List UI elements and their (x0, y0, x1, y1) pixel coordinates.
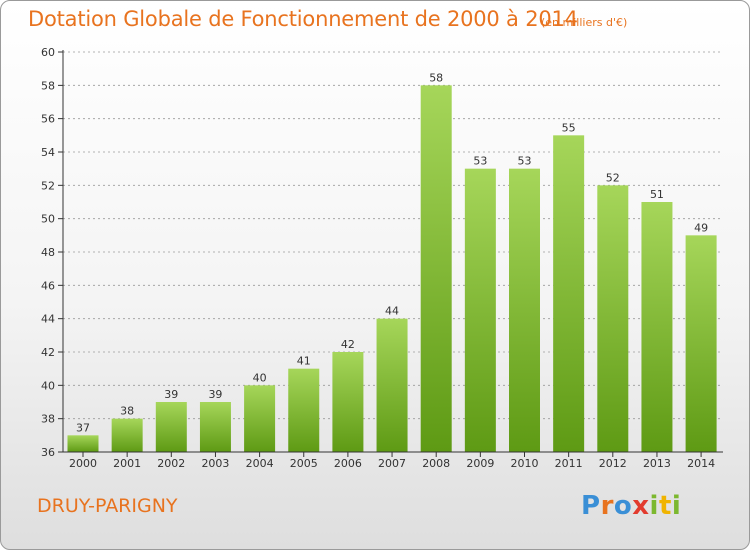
data-label: 39 (164, 388, 178, 401)
bar (553, 135, 585, 453)
y-tick-label: 48 (41, 246, 55, 259)
x-tick-label: 2002 (157, 457, 185, 470)
x-tick-label: 2003 (201, 457, 229, 470)
commune-name: DRUY-PARIGNY (37, 495, 178, 517)
y-tick-label: 50 (41, 213, 55, 226)
logo-letter: x (632, 491, 650, 521)
y-tick-label: 40 (41, 379, 55, 392)
x-tick-label: 2004 (246, 457, 274, 470)
y-tick-label: 46 (41, 279, 55, 292)
y-tick-label: 44 (41, 313, 55, 326)
data-label: 55 (562, 121, 576, 134)
bar (288, 368, 320, 452)
bar (332, 352, 364, 452)
data-label: 53 (518, 155, 532, 168)
y-tick-label: 52 (41, 179, 55, 192)
x-tick-label: 2010 (511, 457, 539, 470)
data-label: 41 (297, 355, 311, 368)
x-tick-label: 2008 (422, 457, 450, 470)
bar (155, 402, 187, 452)
logo-letter: i (649, 491, 659, 521)
logo-letter: o (613, 491, 633, 521)
data-label: 42 (341, 338, 355, 351)
y-tick-label: 56 (41, 113, 55, 126)
chart-unit-label: (en milliers d'€) (541, 16, 628, 29)
bar (199, 402, 231, 452)
labels: 36 38 40 42 44 46 48 50 52 54 56 58 60 37 2000 38 2001 39… (41, 46, 715, 470)
bar (376, 318, 408, 452)
bars (67, 85, 717, 453)
data-label: 58 (429, 71, 443, 84)
data-label: 37 (76, 421, 90, 434)
x-tick-label: 2013 (643, 457, 671, 470)
x-tick-label: 2000 (69, 457, 97, 470)
y-tick-label: 38 (41, 413, 55, 426)
x-tick-label: 2009 (466, 457, 494, 470)
bar (67, 435, 99, 452)
bar (641, 202, 673, 452)
bar (244, 385, 276, 452)
x-tick-label: 2011 (555, 457, 583, 470)
bar (464, 168, 496, 452)
data-label: 39 (208, 388, 222, 401)
data-label: 51 (650, 188, 664, 201)
bar (420, 85, 452, 452)
x-tick-label: 2006 (334, 457, 362, 470)
y-tick-label: 36 (41, 446, 55, 459)
data-label: 40 (253, 371, 267, 384)
logo-letter: r (600, 491, 614, 521)
data-label: 53 (473, 155, 487, 168)
data-label: 52 (606, 171, 620, 184)
logo-letter: i (671, 491, 682, 521)
y-tick-label: 42 (41, 346, 55, 359)
bar (597, 185, 629, 453)
data-label: 49 (694, 221, 708, 234)
x-tick-label: 2001 (113, 457, 141, 470)
y-tick-label: 54 (41, 146, 55, 159)
x-tick-label: 2012 (599, 457, 627, 470)
x-tick-label: 2014 (687, 457, 715, 470)
y-tick-label: 60 (41, 46, 55, 59)
y-tick-label: 58 (41, 79, 55, 92)
chart-title: Dotation Globale de Fonctionnement de 20… (28, 7, 578, 31)
logo-letter: P (581, 491, 601, 521)
x-tick-label: 2005 (290, 457, 318, 470)
logo-letter: t (658, 491, 672, 521)
bar (685, 235, 717, 452)
x-tick-label: 2007 (378, 457, 406, 470)
data-label: 38 (120, 405, 134, 418)
axes (58, 50, 723, 457)
proxiti-logo: Proxiti (581, 491, 681, 521)
bar (509, 168, 540, 452)
data-label: 44 (385, 305, 399, 318)
bar (111, 418, 143, 452)
